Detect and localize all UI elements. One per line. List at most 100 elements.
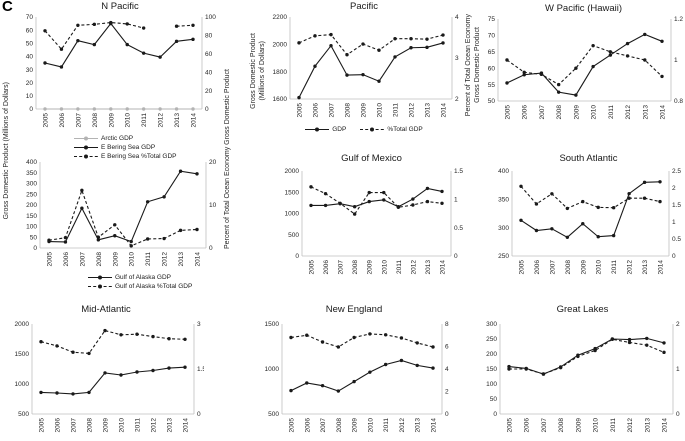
data-point-marker	[591, 64, 595, 69]
data-point-marker	[178, 228, 183, 233]
gulf-of-alaska-plot: 0 50 100 150 200 250 300 350 400 0 10 20 2005 2006 200…	[26, 159, 217, 267]
right-axis-tick-label: 1	[672, 219, 676, 226]
data-point-marker	[297, 41, 301, 45]
chart-title: New England	[325, 304, 383, 315]
year-tick-label: 2008	[352, 260, 359, 275]
data-point-marker	[352, 335, 356, 340]
right-axis-tick-label: 20	[205, 88, 213, 95]
year-tick-label: 2014	[660, 105, 667, 120]
year-tick-label: 2014	[191, 113, 198, 128]
legend-line-sample	[74, 136, 98, 141]
left-axis-tick-label: 200	[486, 351, 497, 358]
data-point-marker	[522, 73, 526, 77]
right-axis-tick-label: 0	[676, 411, 680, 418]
year-tick-label: 2014	[440, 260, 447, 275]
data-point-marker	[440, 189, 444, 194]
data-point-marker	[113, 234, 117, 238]
legend-label: GDP	[332, 126, 347, 133]
year-tick-label: 2008	[92, 113, 99, 128]
data-point-marker	[289, 335, 293, 340]
year-tick-label: 2005	[47, 252, 54, 267]
right-axis-tick-label: 0	[209, 245, 213, 252]
left-axis-tick-label: 60	[488, 65, 496, 72]
data-point-marker	[662, 350, 666, 355]
data-point-marker	[399, 336, 404, 340]
left-axis-tick-label: 60	[26, 27, 34, 34]
data-point-marker	[431, 345, 435, 349]
year-tick-label: 2005	[289, 418, 296, 433]
series-line	[48, 170, 198, 243]
data-point-marker	[593, 348, 597, 353]
year-tick-label: 2011	[610, 418, 617, 432]
data-point-marker	[441, 33, 445, 37]
right-axis-tick-label: 10	[209, 202, 217, 209]
data-point-marker	[167, 366, 171, 370]
data-point-marker	[441, 41, 445, 45]
year-tick-label: 2011	[608, 105, 615, 119]
data-point-marker	[574, 66, 578, 70]
year-tick-label: 2014	[195, 252, 202, 267]
data-point-marker	[158, 107, 162, 111]
left-axis-tick-label: 50	[488, 98, 496, 105]
new-england-plot: 500 1000 1500 0 2 4 6 8 2005 2006 2007 2008 2009 2010…	[265, 321, 449, 433]
left-axis-tick-label: 150	[486, 366, 497, 373]
year-tick-label: 2007	[338, 260, 345, 275]
y-axis-label-percent-left-column: Percent of Total Ocean Economy Gross Dom…	[223, 68, 231, 249]
legend-label: E Bering Sea GDP	[101, 144, 156, 151]
data-point-marker	[119, 333, 123, 337]
data-point-marker	[92, 22, 97, 27]
right-axis-tick-label: 6	[445, 344, 449, 351]
data-point-marker	[145, 200, 150, 204]
data-point-marker	[524, 367, 528, 371]
left-axis-tick-label: 400	[498, 168, 509, 175]
data-point-marker	[367, 199, 371, 204]
data-point-marker	[558, 365, 563, 370]
data-point-marker	[135, 370, 139, 374]
left-axis-tick-label: 100	[486, 381, 497, 388]
right-axis-tick-label: 20	[209, 159, 217, 166]
year-tick-label: 2006	[534, 260, 541, 275]
left-axis-tick-label: 0	[29, 106, 33, 113]
data-point-marker	[383, 333, 388, 337]
year-tick-label: 2009	[112, 252, 119, 267]
data-point-marker	[352, 212, 357, 216]
data-point-marker	[183, 365, 187, 369]
legend-line-sample	[305, 127, 330, 132]
data-point-marker	[145, 237, 150, 241]
data-point-marker	[329, 32, 333, 37]
left-axis-tick-label: 300	[26, 181, 37, 188]
chart-panel-new-england: New England 500 1000 1500 0 2 4 6 8 2005 2006 2007…	[256, 303, 452, 440]
data-point-marker	[425, 45, 429, 50]
figure-label: C	[2, 0, 13, 15]
left-axis-tick-label: 40	[26, 54, 34, 61]
right-axis-tick-label: 2	[455, 96, 459, 103]
left-axis-tick-label: 2200	[273, 14, 288, 21]
left-axis-tick-label: 1000	[265, 366, 280, 373]
year-tick-label: 2013	[425, 260, 432, 275]
legend-marker	[370, 127, 375, 132]
series-line	[40, 329, 186, 354]
legend-item: E Bering Sea GDP	[74, 144, 155, 151]
year-tick-label: 2012	[151, 418, 158, 433]
year-tick-label: 2009	[575, 418, 582, 433]
right-axis-tick-label: 0.8	[674, 98, 683, 105]
left-axis-tick-label: 50	[26, 40, 34, 47]
year-tick-label: 2006	[63, 252, 70, 267]
data-point-marker	[596, 235, 600, 239]
year-tick-label: 2009	[361, 103, 368, 118]
data-point-marker	[645, 343, 649, 347]
right-axis-tick-label: 0.5	[672, 236, 681, 243]
data-point-marker	[63, 235, 68, 240]
right-axis-tick-label: 0	[197, 411, 201, 418]
left-axis-tick-label: 350	[498, 197, 509, 204]
year-tick-label: 2013	[644, 418, 651, 433]
year-tick-label: 2010	[377, 103, 384, 118]
data-point-marker	[336, 389, 341, 393]
chart-title: N Pacific	[101, 1, 139, 12]
data-point-marker	[174, 107, 179, 111]
left-axis-tick-label: 1800	[273, 69, 288, 76]
data-point-marker	[377, 79, 381, 83]
pacific-legend: GDP %Total GDP	[266, 126, 462, 133]
year-tick-label: 2007	[539, 105, 546, 120]
data-point-marker	[92, 42, 97, 47]
